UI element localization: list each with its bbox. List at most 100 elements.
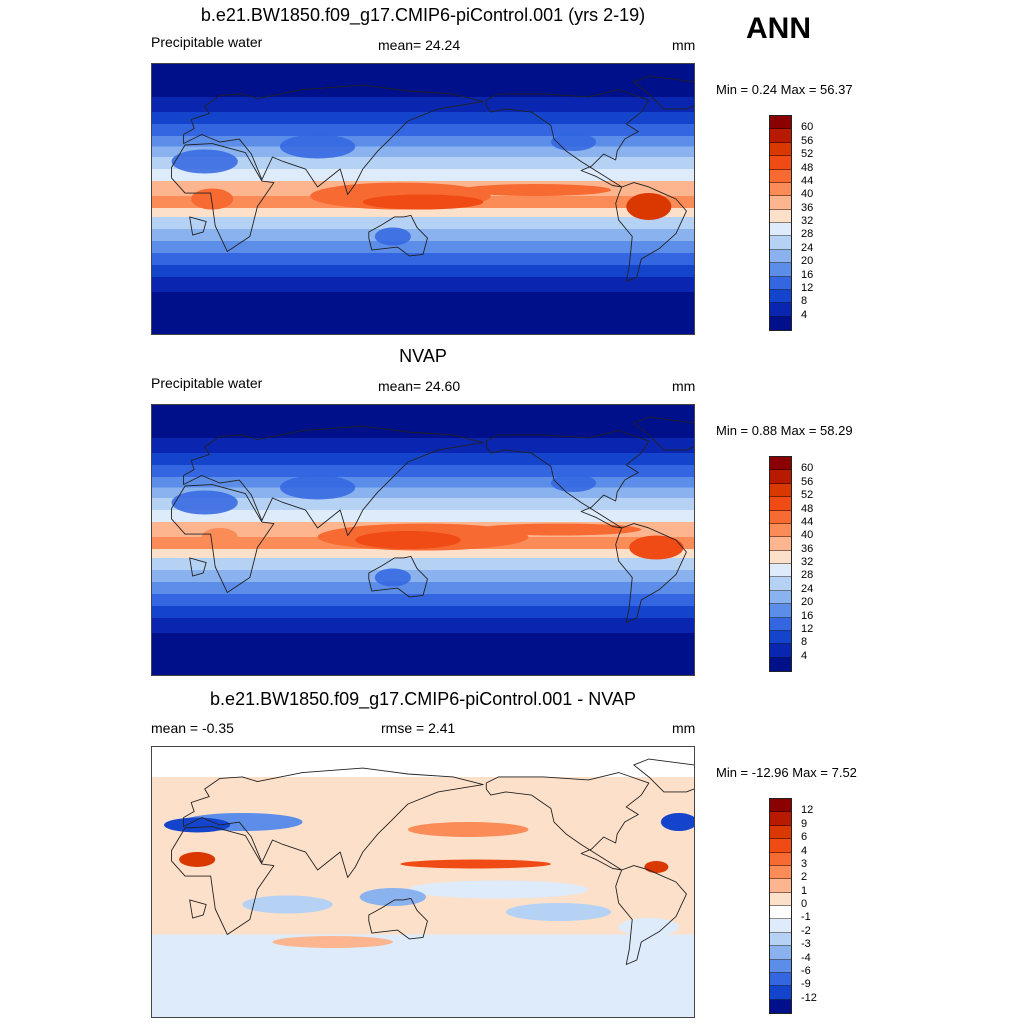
colorbar-tick-label: 4 — [801, 649, 808, 662]
panel-1-variable-label: Precipitable water — [151, 34, 263, 50]
colorbar-tick-label: 40 — [801, 188, 814, 201]
colorbar-swatch — [770, 630, 791, 645]
colorbar-tick-label: 2 — [801, 871, 808, 884]
colorbar-tick-label: 36 — [801, 542, 814, 555]
colorbar-tick-label: 9 — [801, 817, 808, 830]
colorbar-tick-label: 28 — [801, 569, 814, 582]
panel-1-mean-label: mean= 24.24 — [378, 37, 461, 53]
colorbar-swatch — [770, 577, 791, 591]
colorbar-tick-label: 12 — [801, 281, 814, 294]
colorbar-swatch — [770, 182, 791, 197]
colorbar-swatch — [770, 316, 791, 330]
colorbar-tick-label: 3 — [801, 857, 808, 870]
colorbar-swatch — [770, 999, 791, 1013]
colorbar-swatch — [770, 550, 791, 564]
panel-2-colorbar — [769, 456, 792, 672]
panel-3-minmax-label: Min = -12.96 Max = 7.52 — [716, 765, 857, 780]
colorbar-swatch — [770, 142, 791, 157]
colorbar-swatch — [770, 196, 791, 210]
colorbar-tick-label: 48 — [801, 502, 814, 515]
colorbar-swatch — [770, 906, 791, 920]
colorbar-tick-label: 36 — [801, 201, 814, 214]
colorbar-swatch — [770, 289, 791, 304]
panel-3-mean-label: mean = -0.35 — [151, 720, 234, 736]
colorbar-swatch — [770, 852, 791, 866]
colorbar-swatch — [770, 249, 791, 264]
colorbar-swatch — [770, 839, 791, 853]
colorbar-swatch — [770, 457, 791, 471]
panel-2-title: NVAP — [399, 346, 447, 366]
colorbar-swatch — [770, 657, 791, 671]
colorbar-swatch — [770, 919, 791, 933]
colorbar-tick-label: -12 — [801, 991, 817, 1004]
colorbar-swatch — [770, 537, 791, 551]
colorbar-swatch — [770, 812, 791, 826]
panel-3-map — [151, 746, 695, 1018]
coastlines — [171, 758, 694, 965]
colorbar-tick-label: 6 — [801, 831, 808, 844]
panel-3-colorbar — [769, 798, 792, 1014]
colorbar-swatch — [770, 510, 791, 524]
colorbar-swatch — [770, 604, 791, 618]
panel-1-title: b.e21.BW1850.f09_g17.CMIP6-piControl.001… — [200, 5, 646, 25]
colorbar-tick-label: 40 — [801, 529, 814, 542]
panel-3-title: b.e21.BW1850.f09_g17.CMIP6-piControl.001… — [210, 689, 636, 709]
colorbar-swatch — [770, 825, 791, 840]
colorbar-tick-label: 44 — [801, 174, 814, 187]
colorbar-swatch — [770, 276, 791, 290]
colorbar-tick-label: 60 — [801, 462, 814, 475]
panel-2-minmax-label: Min = 0.88 Max = 58.29 — [716, 423, 853, 438]
colorbar-swatch — [770, 497, 791, 511]
colorbar-swatch — [770, 946, 791, 960]
colorbar-swatch — [770, 959, 791, 973]
panel-1-minmax-label: Min = 0.24 Max = 56.37 — [716, 82, 853, 97]
coastlines — [171, 75, 694, 282]
colorbar-tick-label: 4 — [801, 844, 808, 857]
colorbar-tick-label: 8 — [801, 636, 808, 649]
colorbar-swatch — [770, 865, 791, 880]
panel-1-colorbar — [769, 115, 792, 331]
colorbar-swatch — [770, 799, 791, 813]
colorbar-swatch — [770, 263, 791, 277]
colorbar-swatch — [770, 972, 791, 987]
colorbar-tick-label: -1 — [801, 911, 811, 924]
panel-3-units-label: mm — [672, 720, 696, 736]
colorbar-tick-label: 16 — [801, 609, 814, 622]
colorbar-swatch — [770, 617, 791, 631]
colorbar-tick-label: -2 — [801, 924, 811, 937]
panel-2-map — [151, 404, 695, 676]
colorbar-tick-label: 48 — [801, 161, 814, 174]
colorbar-tick-label: 24 — [801, 582, 814, 595]
colorbar-swatch — [770, 986, 791, 1000]
colorbar-tick-label: 52 — [801, 148, 814, 161]
panel-2-variable-label: Precipitable water — [151, 375, 263, 391]
colorbar-tick-label: 60 — [801, 121, 814, 134]
panel-2-mean-label: mean= 24.60 — [378, 378, 461, 394]
colorbar-swatch — [770, 236, 791, 250]
colorbar-tick-label: -4 — [801, 951, 811, 964]
map-field — [152, 64, 694, 334]
colorbar-tick-label: -9 — [801, 978, 811, 991]
colorbar-tick-label: 8 — [801, 295, 808, 308]
colorbar-swatch — [770, 892, 791, 906]
colorbar-swatch — [770, 129, 791, 143]
colorbar-tick-label: 4 — [801, 308, 808, 321]
coastlines — [171, 416, 694, 623]
colorbar-tick-label: 52 — [801, 489, 814, 502]
colorbar-tick-label: 12 — [801, 622, 814, 635]
colorbar-tick-label: 20 — [801, 596, 814, 609]
colorbar-tick-label: 32 — [801, 556, 814, 568]
panel-3-rmse-label: rmse = 2.41 — [381, 720, 456, 736]
season-label: ANN — [746, 12, 811, 45]
colorbar-tick-label: 56 — [801, 134, 814, 147]
colorbar-swatch — [770, 169, 791, 183]
panel-1-units-label: mm — [672, 37, 696, 53]
colorbar-tick-label: 44 — [801, 515, 814, 528]
colorbar-swatch — [770, 932, 791, 947]
colorbar-swatch — [770, 303, 791, 317]
colorbar-swatch — [770, 116, 791, 130]
colorbar-tick-label: 1 — [801, 884, 808, 897]
colorbar-swatch — [770, 156, 791, 170]
colorbar-tick-label: 56 — [801, 475, 814, 488]
colorbar-tick-label: 24 — [801, 241, 814, 254]
